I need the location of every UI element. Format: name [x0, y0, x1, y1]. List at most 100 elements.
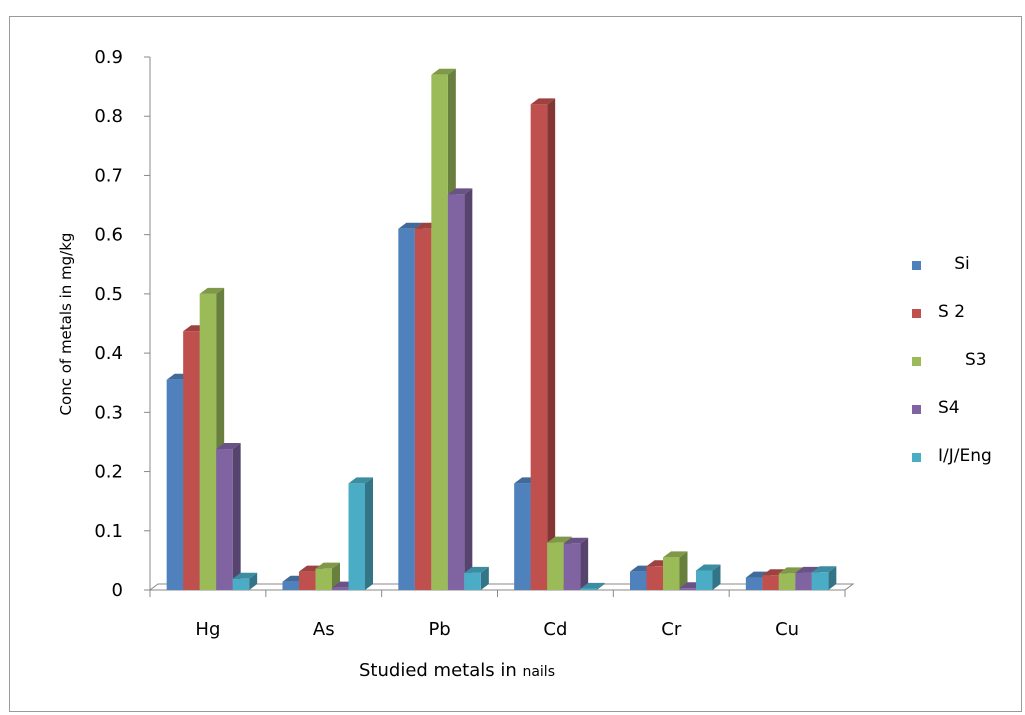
- y-axis-label: Conc of metals in mg/kg: [57, 233, 75, 416]
- x-axis-label-suffix: nails: [522, 664, 555, 680]
- bar-front: [530, 104, 548, 590]
- y-tick-label: 0.1: [94, 521, 123, 542]
- bar-top: [216, 443, 241, 450]
- bar-front: [447, 194, 465, 590]
- bar-front: [348, 483, 365, 590]
- bar: [216, 443, 241, 590]
- bar-front: [547, 542, 564, 590]
- bar: [530, 98, 556, 590]
- bar-side: [249, 572, 258, 590]
- legend-label: Si: [938, 254, 970, 274]
- y-tick-label: 0.5: [94, 284, 123, 305]
- legend-swatch: [912, 453, 921, 462]
- bar-side: [365, 477, 373, 590]
- bar-top: [663, 551, 688, 558]
- y-tick-label: 0.8: [94, 106, 123, 127]
- x-axis-label-main: Studied metals in: [359, 660, 522, 681]
- bar-top: [563, 537, 589, 544]
- bar-side: [596, 582, 605, 590]
- bar-front: [315, 568, 332, 590]
- bar-side: [232, 443, 241, 590]
- chart-frame: [9, 16, 1022, 712]
- x-axis-label: Studied metals in nails: [359, 660, 555, 681]
- bar-front: [299, 571, 316, 590]
- bar-front: [679, 588, 696, 590]
- bar-front: [431, 74, 448, 591]
- bar: [348, 477, 373, 590]
- bar-top: [398, 222, 423, 229]
- y-tick-label: 0.3: [94, 402, 123, 423]
- legend: Si S 2 S3 S4 I/J/Eng: [912, 254, 1022, 494]
- bar-front: [166, 379, 184, 590]
- bar-top: [431, 68, 456, 75]
- bar-top: [530, 98, 556, 105]
- bar-side: [712, 564, 721, 590]
- bar-side: [828, 566, 837, 590]
- bar-front: [464, 572, 481, 590]
- bar-front: [646, 566, 663, 590]
- bar-front: [696, 570, 713, 590]
- x-tick-label: As: [313, 619, 335, 640]
- bar-front: [282, 581, 299, 590]
- bar-front: [663, 557, 680, 590]
- bar-front: [630, 571, 647, 590]
- bar-top: [315, 562, 340, 569]
- bar-side: [480, 566, 489, 590]
- bar: [663, 551, 688, 590]
- bar: [811, 566, 837, 590]
- y-tick-label: 0.7: [94, 165, 123, 186]
- bar-front: [216, 449, 233, 590]
- legend-item: I/J/Eng: [912, 446, 1022, 494]
- y-tick-label: 0: [112, 580, 123, 601]
- legend-item: S4: [912, 398, 1022, 446]
- bar: [696, 564, 721, 590]
- y-tick-label: 0.2: [94, 462, 123, 483]
- bars: [166, 68, 837, 591]
- bar-side: [547, 98, 556, 590]
- bar-top: [447, 188, 473, 195]
- legend-label: S3: [938, 350, 987, 370]
- x-tick-label: Cu: [775, 619, 799, 640]
- bar-front: [398, 228, 415, 590]
- bar-top: [464, 566, 489, 573]
- legend-item: Si: [912, 254, 1022, 302]
- bar-front: [199, 293, 217, 590]
- y-tick-label: 0.6: [94, 225, 123, 246]
- bar-top: [547, 536, 572, 543]
- bar-top: [232, 572, 258, 579]
- bar-top: [696, 564, 721, 571]
- bar-front: [514, 483, 531, 590]
- legend-label: S4: [938, 398, 960, 418]
- bar-side: [580, 537, 589, 590]
- legend-swatch: [912, 261, 921, 270]
- bar: [563, 537, 589, 590]
- x-tick-label: Cr: [661, 619, 682, 640]
- y-tick-label: 0.9: [94, 47, 123, 68]
- bar-top: [348, 477, 373, 484]
- bar: [232, 572, 258, 590]
- bar: [315, 562, 340, 590]
- bar-front: [332, 587, 349, 590]
- x-tick-label: Pb: [428, 619, 450, 640]
- bar-front: [795, 572, 812, 590]
- legend-swatch: [912, 357, 921, 366]
- bar-side: [679, 551, 688, 590]
- legend-swatch: [912, 405, 921, 414]
- bar-front: [745, 577, 763, 590]
- bar-front: [580, 588, 597, 590]
- bar: [464, 566, 489, 590]
- x-tick-label: Cd: [543, 619, 567, 640]
- bar-front: [762, 575, 779, 590]
- bar-front: [414, 228, 432, 590]
- bar-front: [183, 331, 200, 590]
- x-tick-label: Hg: [195, 619, 220, 640]
- bar-front: [811, 572, 829, 590]
- bar: [580, 582, 605, 590]
- legend-item: S3: [912, 350, 1022, 398]
- bar-front: [563, 543, 581, 590]
- bar-front: [778, 573, 796, 590]
- bar: [447, 188, 473, 590]
- bar-front: [232, 578, 250, 590]
- y-tick-label: 0.4: [94, 343, 123, 364]
